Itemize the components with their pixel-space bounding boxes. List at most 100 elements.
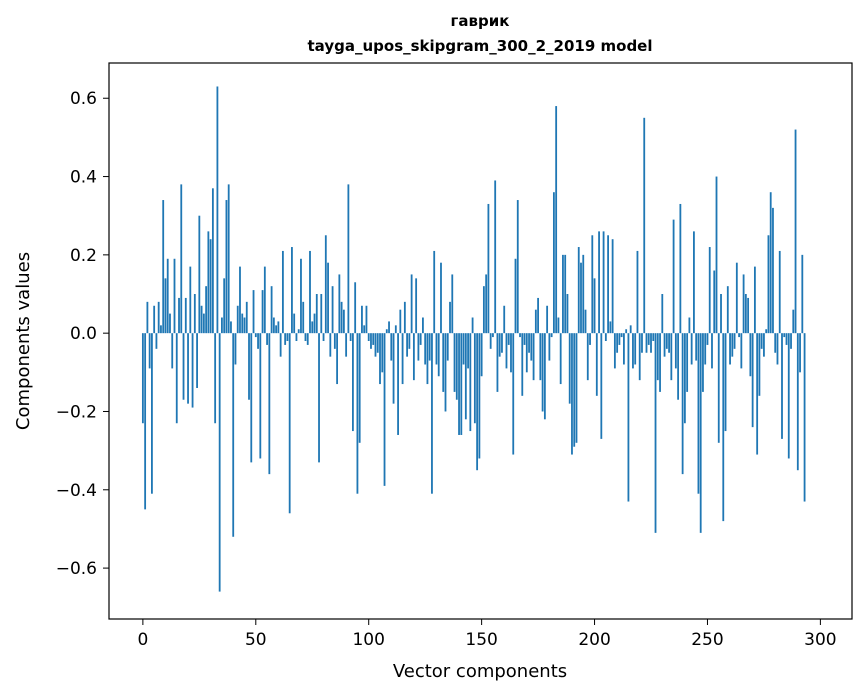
bar-component-57 — [270, 286, 273, 334]
bar-component-152 — [485, 274, 488, 334]
bar-component-64 — [286, 333, 289, 341]
bar-component-103 — [374, 333, 377, 357]
bar-component-8 — [160, 325, 162, 334]
bar-component-235 — [672, 219, 675, 334]
bar-component-289 — [794, 129, 797, 334]
bar-component-247 — [699, 333, 702, 533]
bar-component-208 — [611, 239, 614, 334]
bar-component-140 — [458, 333, 460, 435]
bar-component-61 — [279, 333, 282, 357]
bar-component-98 — [363, 325, 366, 334]
bar-component-281 — [776, 333, 779, 365]
bar-component-107 — [383, 333, 386, 486]
bar-component-92 — [349, 333, 352, 341]
bar-component-31 — [211, 188, 214, 334]
bar-component-76 — [313, 313, 316, 334]
bar-component-200 — [593, 278, 596, 334]
bar-component-110 — [390, 333, 393, 361]
x-tick-label: 0 — [137, 630, 148, 650]
bar-component-182 — [552, 192, 555, 334]
bar-component-108 — [385, 329, 388, 334]
bar-component-184 — [557, 317, 560, 334]
x-tick-label: 250 — [691, 630, 723, 650]
bar-component-203 — [600, 333, 603, 439]
bar-component-4 — [151, 333, 153, 494]
bar-component-231 — [663, 333, 666, 357]
bar-component-250 — [706, 333, 709, 345]
x-tick-label: 50 — [245, 630, 267, 650]
bar-component-39 — [230, 321, 232, 334]
bar-component-104 — [376, 333, 379, 353]
bar-component-94 — [354, 282, 357, 334]
bar-component-155 — [492, 333, 494, 338]
bar-component-197 — [586, 333, 589, 381]
y-tick-label: −0.4 — [56, 481, 97, 501]
y-tick-label: 0.4 — [70, 168, 97, 188]
bar-component-141 — [460, 333, 463, 435]
bar-component-274 — [760, 333, 763, 349]
bar-component-118 — [408, 333, 411, 349]
bar-component-85 — [333, 333, 336, 349]
bar-component-50 — [254, 333, 257, 338]
bar-component-265 — [740, 333, 743, 369]
bar-component-136 — [449, 301, 451, 334]
bar-component-172 — [530, 333, 533, 361]
y-axis-label: Components values — [13, 252, 34, 430]
bar-component-285 — [785, 333, 788, 345]
bar-component-25 — [198, 215, 201, 334]
bar-component-181 — [550, 333, 553, 338]
bar-component-180 — [548, 333, 551, 361]
bar-component-35 — [221, 317, 223, 334]
bar-component-240 — [683, 333, 686, 424]
bar-component-286 — [787, 333, 790, 459]
bar-component-279 — [772, 207, 774, 334]
bar-component-224 — [647, 333, 650, 345]
bar-component-150 — [480, 333, 483, 377]
bar-component-137 — [451, 274, 454, 334]
bar-component-167 — [519, 333, 521, 338]
bar-component-93 — [352, 333, 354, 432]
bar-component-116 — [403, 301, 406, 334]
bar-component-187 — [564, 254, 567, 334]
bar-component-201 — [595, 333, 598, 396]
bar-component-244 — [693, 231, 695, 334]
bar-component-282 — [778, 250, 781, 334]
bar-component-144 — [467, 333, 469, 369]
bar-component-153 — [487, 203, 490, 334]
bar-component-18 — [182, 333, 185, 400]
bar-component-78 — [318, 333, 320, 463]
bar-component-71 — [302, 301, 305, 334]
bar-component-264 — [738, 333, 740, 338]
bar-component-99 — [365, 305, 368, 334]
bar-component-162 — [507, 333, 510, 345]
bar-component-32 — [214, 333, 217, 424]
bar-component-277 — [767, 235, 770, 334]
bar-component-80 — [322, 333, 325, 341]
bar-component-30 — [209, 239, 212, 334]
bar-component-62 — [281, 250, 284, 334]
bar-component-143 — [464, 333, 467, 420]
bar-component-5 — [153, 305, 156, 334]
bar-component-260 — [729, 333, 731, 365]
bar-component-213 — [623, 333, 625, 365]
bar-component-249 — [704, 333, 707, 365]
bar-component-59 — [275, 325, 278, 334]
bar-component-157 — [496, 333, 499, 392]
bar-component-34 — [218, 333, 221, 592]
bar-component-169 — [523, 333, 526, 345]
bar-component-112 — [394, 325, 397, 334]
bar-component-77 — [315, 294, 318, 334]
bar-component-29 — [207, 231, 210, 334]
bar-component-188 — [566, 294, 569, 334]
bar-component-106 — [381, 333, 384, 373]
chart-title: гаврик — [451, 12, 510, 30]
bar-component-254 — [715, 176, 718, 334]
plot-area-frame — [108, 62, 853, 620]
bar-component-270 — [751, 333, 754, 428]
bar-component-120 — [412, 333, 415, 381]
bar-component-261 — [731, 333, 734, 357]
y-axis-ticks: −0.6 −0.4 −0.2 0.0 0.2 0.4 0.6 — [56, 89, 109, 579]
bar-component-218 — [634, 333, 637, 365]
